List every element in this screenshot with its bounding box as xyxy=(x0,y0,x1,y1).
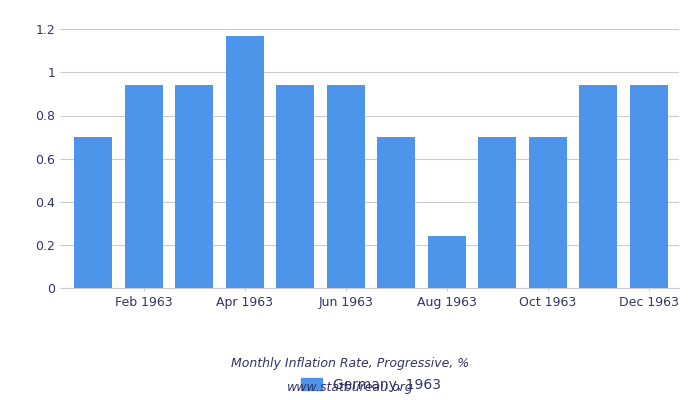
Bar xyxy=(125,85,162,288)
Text: www.statbureau.org: www.statbureau.org xyxy=(287,382,413,394)
Bar xyxy=(276,85,314,288)
Bar xyxy=(327,85,365,288)
Bar xyxy=(580,85,617,288)
Bar xyxy=(74,137,112,288)
Bar xyxy=(377,137,415,288)
Bar xyxy=(528,137,567,288)
Bar xyxy=(630,85,668,288)
Bar xyxy=(478,137,516,288)
Legend: Germany, 1963: Germany, 1963 xyxy=(301,378,441,392)
Text: Monthly Inflation Rate, Progressive, %: Monthly Inflation Rate, Progressive, % xyxy=(231,358,469,370)
Bar xyxy=(428,236,466,288)
Bar xyxy=(175,85,214,288)
Bar xyxy=(226,36,264,288)
